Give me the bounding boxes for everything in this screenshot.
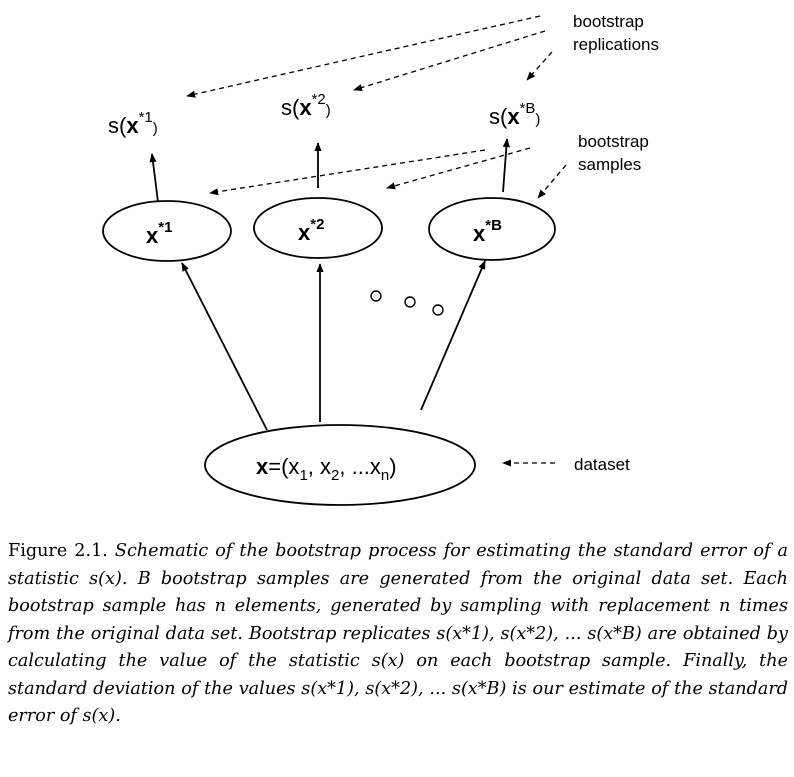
sample-label-1: x*1 <box>146 219 172 248</box>
resample-arrow-3 <box>420 260 486 411</box>
caption-text: Schematic of the bootstrap process for e… <box>8 541 788 726</box>
sample-arrow-2 <box>386 147 531 190</box>
stat-arrow-1 <box>149 153 159 203</box>
samples-label-line2: samples <box>578 155 641 174</box>
dataset-node-label: x=(x1, x2, ...xn) <box>256 454 397 484</box>
bootstrap-diagram: bootstrap replications bootstrap samples… <box>102 12 659 506</box>
dataset-to-sample-arrows <box>181 260 486 431</box>
statistic-label-2: s(x*2) <box>281 91 331 120</box>
sample-label-2: x*2 <box>298 216 324 245</box>
replication-arrow-2 <box>353 30 546 92</box>
samples-pointers <box>209 147 567 199</box>
figure-caption: Figure 2.1. Schematic of the bootstrap p… <box>8 538 788 731</box>
figure-number: Figure 2.1. <box>8 541 108 561</box>
replications-label-line1: bootstrap <box>573 12 644 31</box>
resample-arrow-1 <box>181 262 268 431</box>
sample-arrow-3 <box>537 164 567 199</box>
sample-node-3 <box>428 197 556 261</box>
sample-label-3: x*B <box>473 217 502 246</box>
statistic-label-3: s(x*B) <box>489 100 540 129</box>
sample-node-1 <box>102 200 232 262</box>
replications-label-line2: replications <box>573 35 659 54</box>
ellipsis-dots <box>370 290 444 316</box>
samples-label-line1: bootstrap <box>578 132 649 151</box>
replication-arrow-3 <box>526 51 553 81</box>
sample-arrow-1 <box>209 149 486 196</box>
sample-node-2 <box>253 197 383 259</box>
dataset-label: dataset <box>574 455 630 474</box>
stat-arrow-3 <box>502 138 510 193</box>
sample-to-statistic-arrows <box>149 138 510 203</box>
statistic-label-1: s(x*1) <box>108 109 158 138</box>
dataset-node <box>204 424 476 506</box>
replications-pointers <box>186 15 553 98</box>
replication-arrow-1 <box>186 15 541 98</box>
